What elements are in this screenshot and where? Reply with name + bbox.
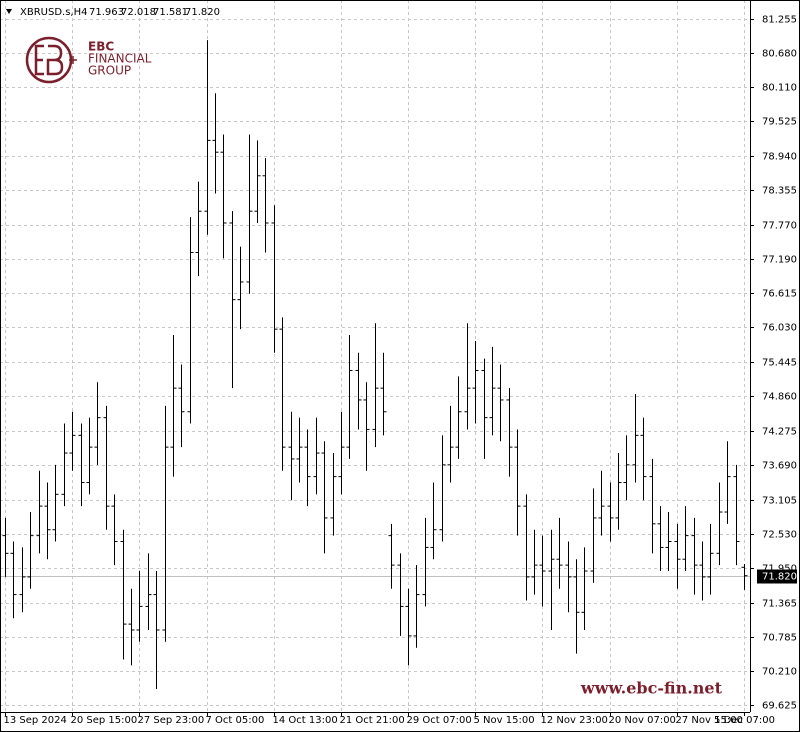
last-price-label: 71.820: [762, 572, 797, 583]
y-tick-label: 78.355: [762, 186, 797, 197]
y-tick-label: 71.950: [762, 564, 797, 575]
x-tick-label: 13 Sep 2024: [4, 715, 67, 726]
y-tick-label: 70.210: [762, 667, 797, 678]
y-tick-label: 77.190: [762, 255, 797, 266]
x-tick-label: 27 Sep 23:00: [138, 715, 205, 726]
y-tick-label: 70.785: [762, 633, 797, 644]
x-tick-label: 29 Oct 07:00: [407, 715, 472, 726]
brand-line: GROUP: [88, 64, 131, 78]
x-tick-label: 5 Nov 15:00: [474, 715, 535, 726]
y-tick-label: 74.275: [762, 427, 797, 438]
x-tick-label: 5 Dec 07:00: [714, 715, 775, 726]
x-tick-label: 14 Oct 13:00: [273, 715, 338, 726]
logo: [25, 36, 77, 84]
header-close: 71.820: [185, 7, 220, 18]
symbol: XBRUSD.s,H4: [20, 7, 87, 18]
brand-line: FINANCIAL: [88, 52, 152, 66]
y-tick-label: 78.940: [762, 152, 797, 163]
website: www.ebc-fin.net: [580, 679, 723, 698]
y-tick-label: 69.625: [762, 701, 797, 712]
header-high: 72.018: [121, 7, 156, 18]
y-tick-label: 73.105: [762, 496, 797, 507]
x-tick-label: 12 Nov 23:00: [541, 715, 608, 726]
y-tick-label: 74.860: [762, 392, 797, 403]
menu-arrow: [6, 9, 12, 14]
x-tick-label: 20 Nov 07:00: [609, 715, 676, 726]
y-tick-label: 80.110: [762, 83, 797, 94]
y-tick-label: 76.030: [762, 323, 797, 334]
x-tick-label: 21 Oct 21:00: [340, 715, 405, 726]
x-tick-label: 27 Nov 15:00: [676, 715, 743, 726]
y-tick-label: 72.530: [762, 530, 797, 541]
x-tick-label: 20 Sep 15:00: [71, 715, 138, 726]
y-tick-label: 73.690: [762, 461, 797, 472]
last-price-box: [757, 569, 797, 584]
header-low: 71.581: [153, 7, 188, 18]
y-tick-label: 77.770: [762, 221, 797, 232]
header-open: 71.963: [89, 7, 124, 18]
y-tick-label: 75.445: [762, 358, 797, 369]
x-tick-label: 7 Oct 05:00: [206, 715, 265, 726]
y-tick-label: 81.255: [762, 15, 797, 26]
y-tick-label: 80.680: [762, 49, 797, 60]
brand-line: EBC: [88, 40, 114, 54]
y-tick-label: 79.525: [762, 117, 797, 128]
y-tick-label: 71.365: [762, 599, 797, 610]
y-tick-label: 76.615: [762, 289, 797, 300]
